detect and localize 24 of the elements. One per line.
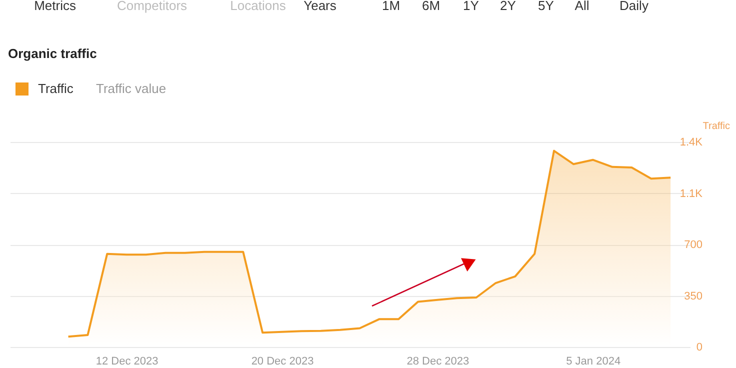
text: 6M (422, 0, 440, 13)
text: Traffic value (96, 81, 166, 96)
y-tick-label: 0 (696, 342, 702, 354)
text: Locations (230, 0, 286, 13)
text: Competitors (116, 0, 188, 13)
text: All (574, 0, 590, 13)
text: Daily (620, 0, 649, 13)
x-tick-label: 5 Jan 2024 (566, 356, 621, 368)
text: Metrics (34, 0, 76, 13)
x-tick-label: 12 Dec 2023 (96, 356, 158, 368)
x-tick-label: 20 Dec 2023 (251, 356, 314, 368)
y-tick-label: 1.1K (680, 188, 704, 200)
text: 5Y (538, 0, 554, 13)
x-tick-label: 28 Dec 2023 (406, 356, 470, 368)
text: 1Y (463, 0, 480, 13)
y-tick-label: 700 (684, 239, 702, 251)
legend-label: Traffic (38, 81, 74, 96)
text: Years (304, 0, 337, 13)
y-tick-label: 350 (684, 290, 702, 302)
text: 2Y (500, 0, 516, 13)
y-axis-title: Traffic (702, 121, 730, 132)
text: 1M (382, 0, 400, 13)
chart-title: Organic traffic (8, 46, 97, 61)
y-tick-label: 1.4K (680, 136, 704, 148)
